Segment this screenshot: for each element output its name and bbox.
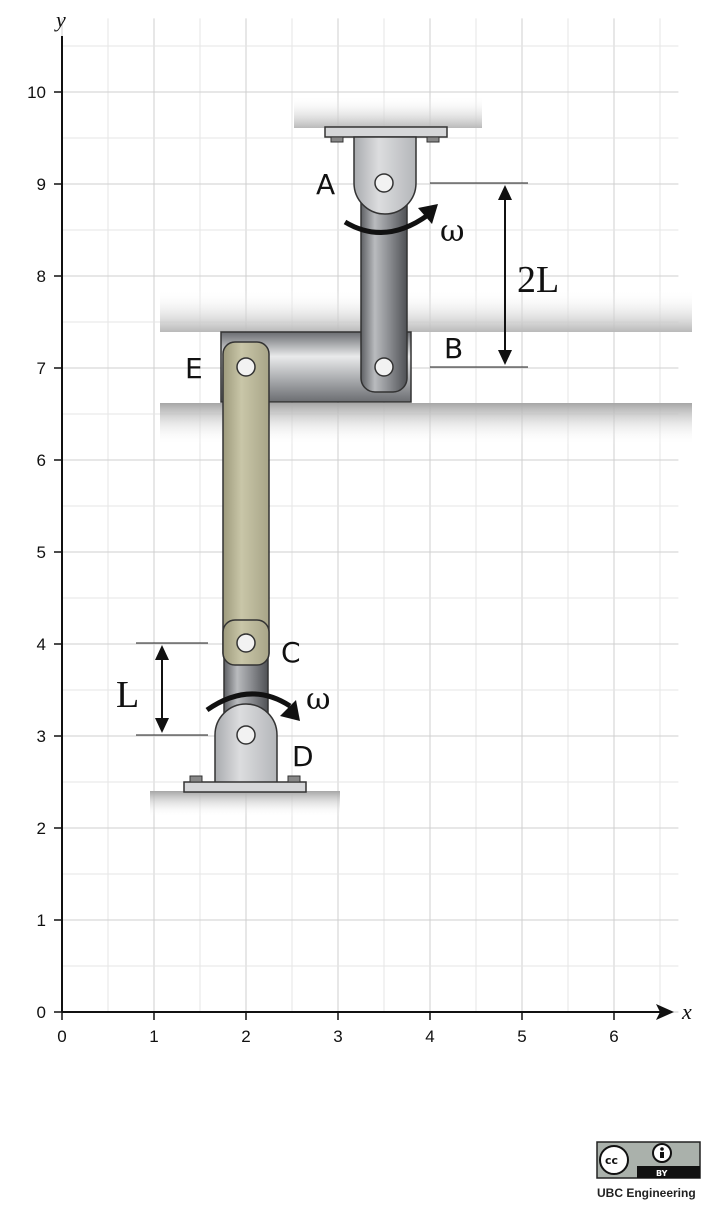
pin-a — [374, 173, 394, 193]
x-tick-label: 5 — [517, 1027, 526, 1046]
omega-arrow-lower — [205, 691, 292, 713]
top-ground-shading — [294, 96, 482, 128]
cc-by-badge: cc BY — [596, 1141, 701, 1179]
x-tick-label: 0 — [57, 1027, 66, 1046]
y-tick-label: 7 — [37, 359, 46, 378]
x-tick-label: 3 — [333, 1027, 342, 1046]
label-a: A — [316, 168, 335, 201]
cc-text: cc — [605, 1154, 618, 1167]
y-tick-label: 6 — [37, 451, 46, 470]
dimension-2l — [430, 182, 528, 368]
y-axis-name: y — [54, 7, 66, 32]
y-tick-label: 5 — [37, 543, 46, 562]
omega-arrowhead-upper — [418, 204, 438, 224]
omega-label-lower: ω — [306, 682, 330, 717]
credit-text: UBC Engineering — [597, 1186, 696, 1200]
pin-d — [236, 725, 256, 745]
label-d: D — [292, 740, 314, 773]
y-tick-label: 8 — [37, 267, 46, 286]
x-axis-arrow — [656, 1004, 674, 1020]
x-tick-label: 6 — [609, 1027, 618, 1046]
cc-icon — [599, 1145, 629, 1175]
pin-b — [374, 357, 394, 377]
x-axis-name: x — [681, 999, 692, 1024]
grid — [61, 18, 679, 1013]
x-tick-label: 1 — [149, 1027, 158, 1046]
x-tick-label: 2 — [241, 1027, 250, 1046]
label-b: B — [444, 332, 463, 365]
omega-label-upper: ω — [440, 214, 464, 249]
label-e: E — [185, 352, 203, 385]
connecting-rod-ec — [222, 341, 270, 666]
y-tick-label: 9 — [37, 175, 46, 194]
x-tick-label: 4 — [425, 1027, 434, 1046]
dim-label-l: L — [116, 674, 139, 716]
by-text: BY — [656, 1169, 668, 1178]
label-c: C — [281, 636, 301, 669]
y-tick-label: 1 — [37, 911, 46, 930]
omega-arrow-upper — [343, 212, 430, 235]
pin-c — [236, 633, 256, 653]
top-bracket-a — [324, 126, 448, 215]
bottom-ground-shading — [150, 791, 340, 817]
dim-label-2l: 2L — [517, 259, 559, 301]
pin-e — [236, 357, 256, 377]
omega-arrowhead-lower — [280, 700, 300, 721]
dimension-l — [136, 642, 208, 736]
y-tick-label: 4 — [37, 635, 46, 654]
y-tick-label: 10 — [27, 83, 46, 102]
upper-wall-shading — [160, 290, 692, 332]
axes: 0 1 2 3 4 5 6 0 1 2 3 4 5 6 7 8 9 10 x y — [27, 7, 692, 1046]
y-tick-label: 3 — [37, 727, 46, 746]
y-tick-label: 0 — [37, 1003, 46, 1022]
y-tick-label: 2 — [37, 819, 46, 838]
